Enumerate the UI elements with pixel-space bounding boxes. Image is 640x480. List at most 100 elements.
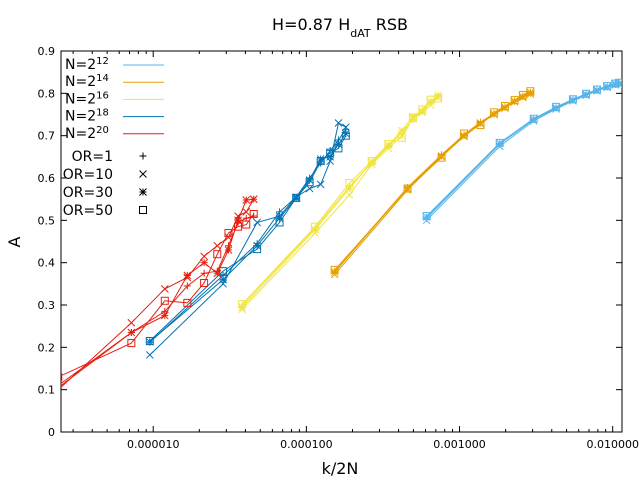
data-point-18-2 [160, 311, 169, 320]
data-point-3-2 [529, 114, 538, 123]
data-point-12-3 [276, 208, 284, 216]
y-tick-label: 0.6 [38, 172, 56, 185]
data-point-19-5 [213, 250, 222, 259]
data-point-9-2 [345, 191, 354, 199]
series-line-5 [334, 93, 531, 275]
series-line-10 [241, 95, 439, 308]
data-point-14-8 [334, 140, 343, 148]
data-point-11-6 [408, 113, 417, 122]
data-point-15-9 [341, 131, 350, 140]
series-line-13 [149, 122, 347, 356]
legend-marker-square [139, 206, 147, 214]
data-point-16-8 [242, 214, 250, 222]
data-point-6-3 [460, 131, 468, 140]
data-point-3-0 [422, 212, 431, 221]
data-point-6-4 [476, 119, 485, 127]
x-tick-label: 0.000010 [127, 438, 180, 451]
data-point-15-5 [305, 178, 314, 187]
y-axis: 0 0.1 0.2 0.3 0.4 0.5 0.6 0.7 0.8 0.9 [38, 45, 622, 439]
data-point-18-8 [242, 196, 251, 204]
data-point-14-9 [341, 129, 350, 138]
data-point-14-3 [275, 214, 284, 223]
data-point-15-0 [145, 336, 154, 345]
data-point-17-8 [242, 208, 251, 216]
data-point-7-4 [476, 121, 485, 130]
series-line-2 [426, 82, 620, 218]
y-tick-label: 0.8 [38, 87, 56, 100]
data-point-18-9 [249, 195, 258, 204]
series-line-9 [241, 97, 439, 310]
series-line-0 [426, 83, 620, 219]
data-point-16-4 [200, 269, 208, 277]
y-tick-label: 0 [48, 426, 55, 439]
data-point-18-6 [224, 246, 233, 254]
data-point-19-1 [127, 339, 136, 348]
data-point-6-1 [403, 184, 412, 193]
y-axis-label: A [5, 236, 24, 247]
data-point-7-7 [510, 96, 519, 105]
data-point-15-8 [334, 144, 343, 153]
data-point-11-2 [345, 179, 354, 188]
data-point-3-1 [495, 138, 504, 147]
series-line-12 [149, 129, 347, 343]
data-point-18-4 [200, 258, 208, 267]
data-point-12-7 [326, 146, 334, 154]
data-point-3-3 [552, 102, 561, 111]
series-line-17 [61, 198, 255, 388]
data-point-10-7 [418, 107, 427, 115]
series-line-19 [61, 213, 255, 377]
y-tick-label: 0.5 [38, 214, 56, 227]
legend-marker-star [139, 188, 147, 196]
data-point-6-8 [518, 92, 527, 101]
data-point-13-8 [334, 119, 343, 127]
legend-marker-label: OR=10 [63, 167, 113, 183]
x-tick-label: 0.010000 [586, 438, 639, 451]
chart-title-subscript: dAT [350, 27, 371, 40]
series-line-11 [241, 97, 439, 305]
data-point-19-4 [200, 278, 209, 287]
data-point-2-4 [569, 95, 577, 104]
series-line-7 [334, 90, 531, 271]
data-point-19-0 [61, 372, 63, 381]
data-point-17-6 [224, 233, 233, 242]
data-point-13-9 [341, 123, 350, 132]
data-point-13-2 [253, 218, 261, 227]
legend-marker-label: OR=30 [63, 185, 113, 201]
data-point-13-0 [145, 351, 154, 359]
y-tick-label: 0.4 [38, 257, 56, 270]
data-point-14-6 [316, 155, 325, 163]
data-point-19-7 [234, 222, 243, 231]
data-point-11-1 [311, 222, 320, 231]
data-point-13-5 [305, 184, 314, 193]
data-point-15-6 [316, 157, 325, 166]
data-point-7-3 [460, 129, 469, 138]
data-point-11-7 [418, 105, 427, 114]
data-point-6-5 [490, 110, 498, 118]
x-axis-label: k/2N [322, 459, 359, 478]
data-point-3-4 [568, 95, 577, 104]
data-point-16-3 [183, 282, 191, 290]
data-point-3-9 [615, 78, 622, 87]
series-line-1 [426, 83, 620, 221]
data-point-15-4 [292, 193, 301, 202]
data-point-7-5 [490, 108, 499, 117]
data-point-18-7 [234, 216, 242, 225]
data-point-19-2 [160, 296, 169, 305]
data-point-10-0 [238, 303, 247, 311]
data-point-3-6 [593, 85, 602, 94]
legend-marker-label: OR=50 [63, 203, 113, 219]
data-point-10-8 [426, 97, 435, 106]
data-point-15-3 [275, 218, 284, 227]
series-line-8 [241, 96, 439, 306]
data-point-13-6 [316, 180, 325, 189]
data-point-15-2 [253, 245, 262, 254]
data-point-11-5 [397, 133, 406, 142]
data-point-19-6 [224, 229, 233, 238]
data-point-2-5 [582, 90, 590, 99]
data-point-19-3 [183, 298, 192, 307]
series-line-14 [149, 133, 347, 343]
data-point-7-0 [330, 265, 339, 274]
data-point-3-7 [603, 82, 612, 91]
y-tick-label: 0.7 [38, 130, 56, 143]
